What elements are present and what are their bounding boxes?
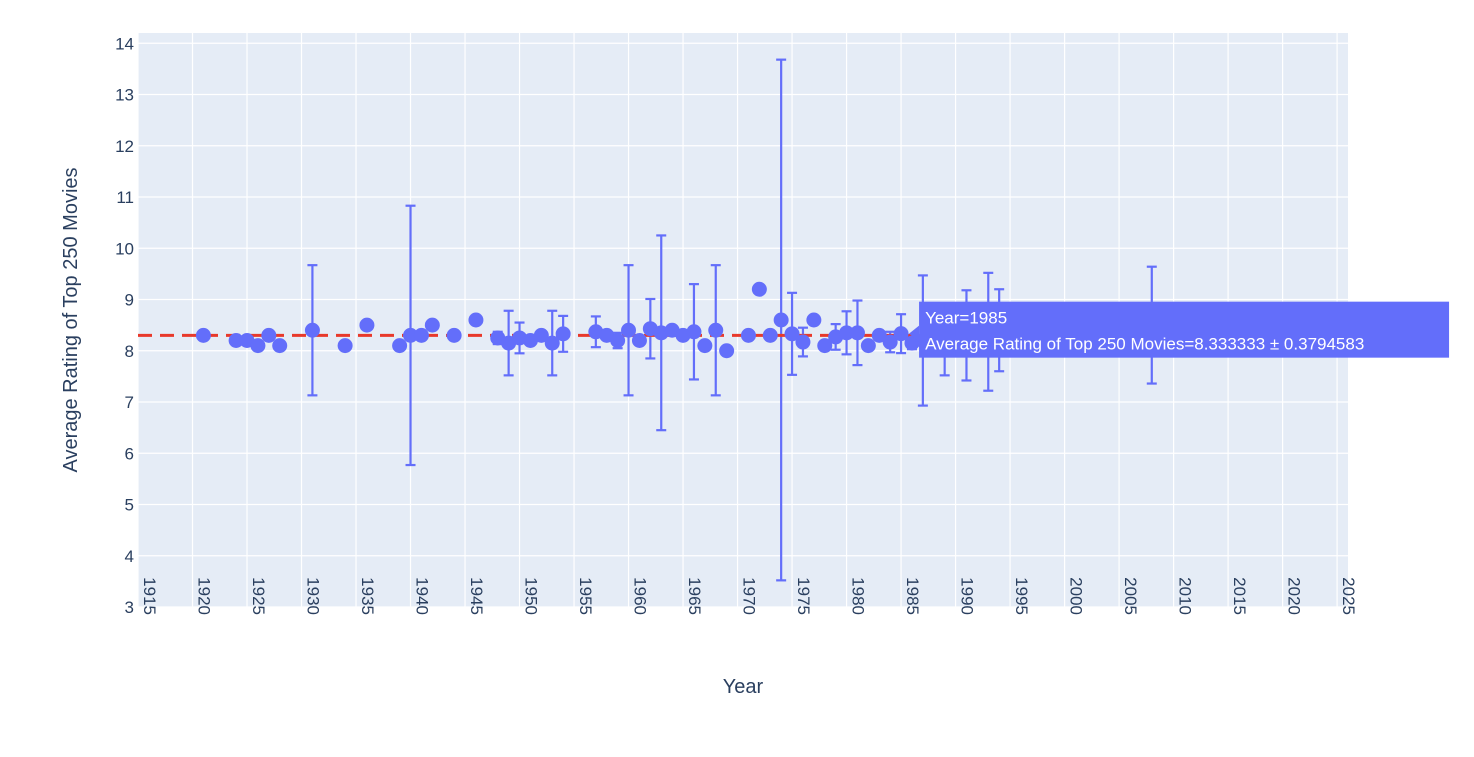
x-tick-label: 1975 [794,577,813,615]
hover-tooltip: Year=1985 Average Rating of Top 250 Movi… [909,301,1450,358]
data-point[interactable] [403,327,419,343]
x-axis-title: Year [723,676,764,698]
data-point[interactable] [544,335,560,351]
x-tick-label: 2020 [1285,577,1304,615]
data-point[interactable] [304,322,320,338]
data-point[interactable] [719,343,735,359]
hover-tooltip-year: Year=1985 [925,309,1007,328]
y-tick-label: 11 [116,188,134,207]
x-tick-label: 1955 [576,577,595,615]
data-point[interactable] [871,327,887,343]
hover-tooltip-rating: Average Rating of Top 250 Movies=8.33333… [925,335,1364,354]
data-point[interactable] [708,322,724,338]
y-axis-title: Average Rating of Top 250 Movies [60,167,82,472]
x-tick-label: 2000 [1067,577,1086,615]
data-point[interactable] [740,327,756,343]
data-point[interactable] [555,326,571,342]
data-point[interactable] [610,333,626,348]
y-tick-label: 10 [115,239,134,258]
x-tick-labels: 1915 1920 1925 1930 1935 1940 1945 1950 1955 1960… [140,577,1358,615]
x-tick-label: 1940 [413,577,432,615]
x-tick-label: 1985 [903,577,922,615]
data-point[interactable] [686,324,702,340]
x-tick-label: 1930 [304,577,323,615]
data-point[interactable] [795,334,811,350]
data-point[interactable] [860,338,876,354]
y-gridlines [138,42,1348,608]
data-point[interactable] [849,325,865,341]
data-point[interactable] [468,312,484,328]
y-tick-label: 6 [125,444,134,463]
hover-tooltip-pointer [909,325,920,342]
data-point[interactable] [272,338,288,354]
data-point[interactable] [631,333,647,348]
data-point[interactable] [413,327,429,343]
x-tick-label: 2015 [1230,577,1249,615]
data-point[interactable] [261,327,277,343]
data-point[interactable] [621,322,637,338]
x-tick-label: 1960 [631,577,650,615]
hover-tooltip-box [919,301,1450,358]
data-point[interactable] [359,317,375,333]
data-point[interactable] [195,327,211,343]
data-point[interactable] [882,334,898,350]
x-tick-label: 2005 [1121,577,1140,615]
x-tick-label: 2025 [1339,577,1358,615]
x-tick-label: 1990 [958,577,977,615]
y-tick-label: 13 [115,86,134,105]
y-tick-label: 5 [125,496,134,515]
data-point[interactable] [533,327,549,343]
data-point[interactable] [250,338,266,354]
x-tick-label: 1970 [740,577,759,615]
x-tick-label: 1920 [195,577,214,615]
data-point[interactable] [392,338,408,354]
data-point[interactable] [424,317,440,333]
x-tick-label: 1950 [522,577,541,615]
y-tick-label: 12 [115,137,134,156]
y-tick-label: 7 [125,393,134,412]
x-tick-label: 1945 [467,577,486,615]
data-point[interactable] [697,338,713,354]
data-point[interactable] [839,325,855,341]
x-tick-label: 1995 [1012,577,1031,615]
y-tick-label: 9 [125,291,134,310]
x-tick-label: 2010 [1176,577,1195,615]
data-point[interactable] [806,312,822,328]
y-tick-label: 8 [125,342,134,361]
data-point[interactable] [784,326,800,342]
data-point[interactable] [446,327,462,343]
y-tick-label: 14 [115,34,134,53]
data-point[interactable] [817,338,833,354]
data-point[interactable] [762,327,778,343]
y-tick-label: 4 [125,547,134,566]
data-point[interactable] [893,326,909,342]
y-tick-labels: 3 4 5 6 7 8 9 10 11 12 13 14 [115,34,134,617]
x-tick-label: 1925 [249,577,268,615]
x-tick-label: 1915 [140,577,159,615]
data-point[interactable] [773,312,789,328]
data-point[interactable] [751,281,767,297]
y-tick-label: 3 [125,598,134,617]
data-point[interactable] [228,333,244,348]
x-tick-label: 1965 [685,577,704,615]
data-point[interactable] [337,338,353,354]
x-tick-label: 1980 [849,577,868,615]
x-tick-label: 1935 [358,577,377,615]
